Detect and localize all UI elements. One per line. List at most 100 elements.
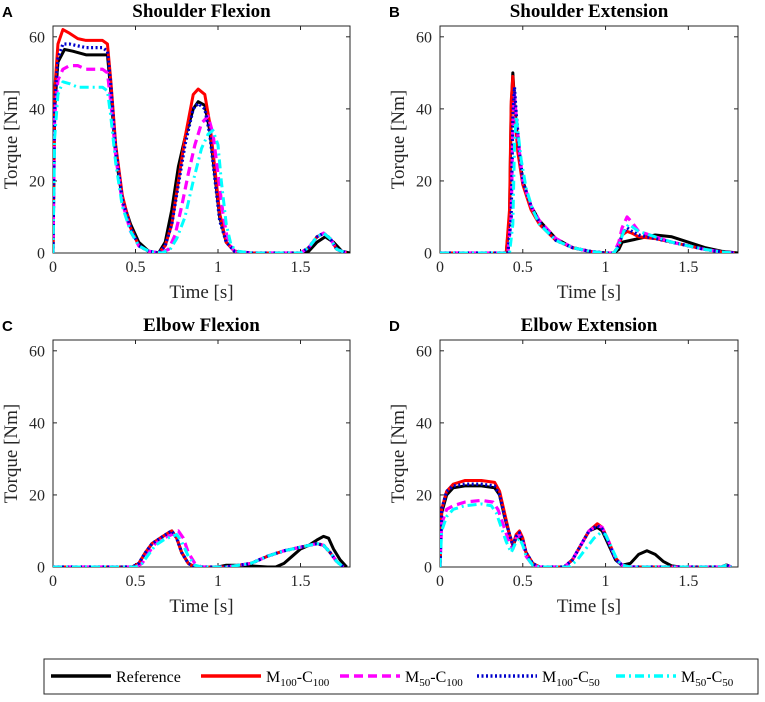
legend-label-sub: 100 <box>556 677 573 689</box>
legend-label: M100​-C50​ <box>542 669 600 689</box>
plot-frame <box>52 25 351 254</box>
x-tick-label: 0 <box>436 573 444 590</box>
y-tick-label: 40 <box>29 415 45 432</box>
y-tick-label: 0 <box>424 246 432 263</box>
legend-label-main: -C <box>706 669 722 686</box>
series-line-m50c50 <box>440 502 732 567</box>
legend-item-m100c50: M100​-C50​ <box>477 669 600 689</box>
x-tick-label: 0.5 <box>513 573 533 590</box>
legend-label: Reference <box>116 669 181 686</box>
series-line-m50c50 <box>53 533 345 567</box>
chart-title: Elbow Flexion <box>143 315 260 336</box>
series-line-m100c50 <box>53 529 345 567</box>
x-tick-label: 1.5 <box>291 259 311 276</box>
legend-label-sub: 100 <box>280 677 297 689</box>
y-tick-label: 20 <box>29 173 45 190</box>
legend-label: M50​-C50​ <box>681 669 734 689</box>
legend-label-sub: 50 <box>589 677 601 689</box>
plot-frame <box>439 339 739 568</box>
y-tick-label: 60 <box>29 343 45 360</box>
legend-label-main: M <box>681 669 695 686</box>
legend-label-main: M <box>405 669 419 686</box>
legend-item-m50c100: M50​-C100​ <box>340 669 463 689</box>
y-tick-label: 0 <box>424 560 432 577</box>
y-tick-label: 20 <box>416 173 432 190</box>
x-tick-label: 1.5 <box>678 573 698 590</box>
legend-label-main: M <box>542 669 556 686</box>
legend-label-main: Reference <box>116 669 181 686</box>
legend-label: M50​-C100​ <box>405 669 463 689</box>
legend-item-m50c50: M50​-C50​ <box>616 669 734 689</box>
series-line-m50c100 <box>440 92 735 253</box>
chart-panel-b: 0 20 40 60 0 0.5 1 1.5 Shoulder Extension B Time [… <box>388 1 739 303</box>
series-group <box>53 529 348 567</box>
series-line-ref <box>440 484 732 567</box>
series-line-m50c50 <box>440 114 735 253</box>
legend-label: M100​-C100​ <box>266 669 330 689</box>
legend-label-sub: 50 <box>695 677 707 689</box>
y-tick-label: 40 <box>416 101 432 118</box>
x-tick-label: 1 <box>214 573 222 590</box>
x-tick-label: 1 <box>602 573 610 590</box>
x-tick-label: 0.5 <box>126 573 146 590</box>
y-tick-label: 40 <box>29 101 45 118</box>
y-tick-label: 20 <box>416 487 432 504</box>
x-tick-label: 1.5 <box>291 573 311 590</box>
chart-title: Shoulder Flexion <box>132 1 271 22</box>
x-tick-label: 0 <box>49 573 57 590</box>
legend-label-main: -C <box>430 669 446 686</box>
series-line-ref <box>53 529 348 567</box>
legend: Reference M100​-C100​ M50​-C100​ M100​-C50​… <box>43 658 759 695</box>
series-group <box>53 28 350 253</box>
series-line-m100c100 <box>440 74 735 253</box>
panel-letter: A <box>2 4 13 21</box>
legend-label-sub: 50 <box>722 677 734 689</box>
chart-panel-c: 0 20 40 60 0 0.5 1 1.5 Elbow Flexion C Time [s] Tor… <box>1 315 351 617</box>
legend-label-main: M <box>266 669 280 686</box>
series-line-m100c100 <box>53 28 348 253</box>
series-group <box>440 479 732 567</box>
series-line-m50c100 <box>440 498 732 567</box>
x-axis-label: Time [s] <box>169 282 233 303</box>
y-tick-label: 60 <box>29 29 45 46</box>
chart-title: Elbow Extension <box>521 315 658 336</box>
y-tick-label: 20 <box>29 487 45 504</box>
y-tick-label: 0 <box>37 246 45 263</box>
y-tick-label: 60 <box>416 343 432 360</box>
y-axis-label: Torque [Nm] <box>1 90 22 189</box>
x-axis-label: Time [s] <box>557 596 621 617</box>
y-tick-label: 40 <box>416 415 432 432</box>
legend-label-main: -C <box>297 669 313 686</box>
x-tick-label: 0 <box>436 259 444 276</box>
x-tick-label: 0.5 <box>513 259 533 276</box>
series-line-m50c50 <box>53 80 348 253</box>
y-axis-label: Torque [Nm] <box>388 90 409 189</box>
plot-frame <box>52 339 351 568</box>
x-tick-label: 0 <box>49 259 57 276</box>
x-tick-label: 1.5 <box>678 259 698 276</box>
legend-label-main: -C <box>573 669 589 686</box>
x-tick-label: 1 <box>214 259 222 276</box>
panel-letter: C <box>2 318 13 335</box>
y-tick-label: 60 <box>416 29 432 46</box>
y-axis-label: Torque [Nm] <box>1 404 22 503</box>
series-line-m100c50 <box>53 42 348 253</box>
chart-panel-a: 0 20 40 60 0 0.5 1 1.5 Shoulder Flexion A Time [s]… <box>1 1 351 303</box>
plot-frame <box>439 25 739 254</box>
chart-title: Shoulder Extension <box>510 1 669 22</box>
x-axis-label: Time [s] <box>169 596 233 617</box>
y-axis-label: Torque [Nm] <box>388 404 409 503</box>
panels: 0 20 40 60 0 0.5 1 1.5 Shoulder Flexion A Time [s]… <box>1 1 739 617</box>
series-line-m100c50 <box>440 482 732 567</box>
panel-letter: D <box>389 318 400 335</box>
panel-letter: B <box>389 4 400 21</box>
legend-item-ref: Reference <box>51 669 181 686</box>
legend-item-m100c100: M100​-C100​ <box>201 669 330 689</box>
legend-label-sub: 50 <box>419 677 431 689</box>
legend-label-sub: 100 <box>313 677 330 689</box>
series-line-m100c50 <box>440 85 735 253</box>
legend-label-sub: 100 <box>446 677 463 689</box>
x-tick-label: 1 <box>602 259 610 276</box>
y-tick-label: 0 <box>37 560 45 577</box>
